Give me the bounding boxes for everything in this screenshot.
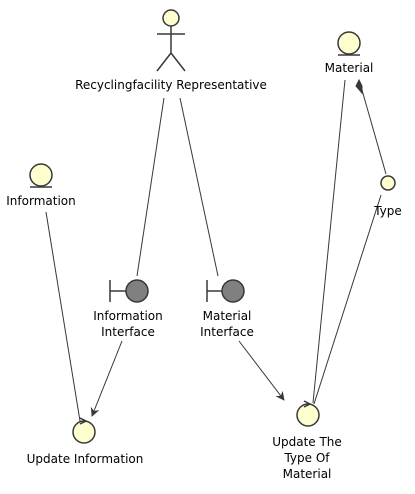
edge-material-interface-update-type xyxy=(239,341,284,400)
entity-information: Information xyxy=(6,164,75,208)
control-update-type-label-2: Type Of xyxy=(283,451,330,465)
entity-material-label: Material xyxy=(325,61,374,75)
control-update-type-of-material: Update The Type Of Material xyxy=(272,401,342,481)
edge-information-interface-update-information xyxy=(92,341,122,416)
edge-material-type-composition xyxy=(362,90,386,174)
edge-material-update-type xyxy=(313,80,345,403)
boundary-material-interface-label-2: Interface xyxy=(200,325,254,339)
actor-recyclingfacility-representative: Recyclingfacility Representative xyxy=(75,10,267,92)
control-update-type-icon xyxy=(297,404,319,426)
entity-type: Type xyxy=(373,176,402,218)
control-update-information: Update Information xyxy=(27,418,144,466)
boundary-material-interface-icon xyxy=(222,280,244,302)
actor-label: Recyclingfacility Representative xyxy=(75,78,267,92)
boundary-information-interface-label-2: Interface xyxy=(101,325,155,339)
entity-information-icon xyxy=(30,164,52,186)
boundary-information-interface-label-1: Information xyxy=(93,309,162,323)
entity-material: Material xyxy=(325,32,374,75)
entity-material-icon xyxy=(338,32,360,54)
boundary-material-interface-label-1: Material xyxy=(203,309,252,323)
edges xyxy=(46,80,386,421)
edge-type-update-type xyxy=(314,195,381,404)
edge-actor-information-interface xyxy=(137,98,164,276)
composition-diamond xyxy=(356,80,362,93)
entity-type-label: Type xyxy=(373,204,402,218)
edge-actor-material-interface xyxy=(180,98,218,276)
boundary-material-interface: Material Interface xyxy=(200,280,254,339)
edge-information-update-information xyxy=(46,212,80,421)
entity-type-icon xyxy=(381,176,395,190)
control-update-information-label: Update Information xyxy=(27,452,144,466)
entity-information-label: Information xyxy=(6,194,75,208)
actor-left-leg-icon xyxy=(157,53,171,71)
actor-head-icon xyxy=(163,10,179,26)
boundary-information-interface-icon xyxy=(126,280,148,302)
control-update-information-icon xyxy=(73,421,95,443)
boundary-information-interface: Information Interface xyxy=(93,280,162,339)
actor-right-leg-icon xyxy=(171,53,185,71)
control-update-type-label-3: Material xyxy=(283,467,332,481)
control-update-type-label-1: Update The xyxy=(272,435,342,449)
